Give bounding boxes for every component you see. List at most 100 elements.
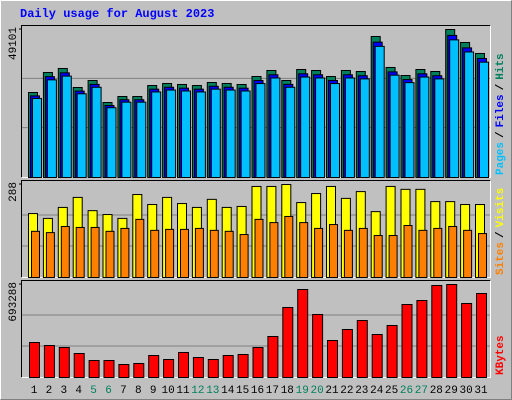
bar: [194, 227, 204, 279]
y-tick-label: 693288: [8, 282, 20, 322]
bar: [239, 234, 249, 278]
bar: [136, 101, 147, 178]
y-tick-label: 288: [8, 182, 20, 202]
bar: [240, 90, 251, 178]
bar: [209, 229, 219, 279]
bar: [433, 227, 443, 279]
legend-separator: /: [495, 231, 507, 238]
x-tick-label: 30: [459, 385, 472, 397]
bar: [270, 77, 281, 178]
x-tick-label: 10: [161, 385, 174, 397]
plot-bevel: [21, 280, 491, 378]
bar: [267, 335, 279, 379]
x-tick-label: 9: [150, 385, 157, 397]
legend: Pages / Files / Hits: [495, 53, 507, 175]
bar: [135, 218, 145, 278]
bar: [297, 289, 309, 379]
bar: [374, 45, 385, 178]
bar: [314, 227, 324, 279]
bar: [181, 90, 191, 178]
bar: [58, 346, 70, 379]
x-tick-label: 28: [430, 385, 443, 397]
plot-bevel: [21, 25, 491, 178]
bar: [386, 324, 398, 379]
x-tick-label: 21: [325, 385, 339, 397]
bar: [210, 88, 221, 178]
bar: [269, 222, 279, 279]
bar: [45, 232, 55, 278]
bar: [478, 233, 487, 278]
bar: [73, 353, 85, 378]
x-tick-label: 4: [75, 385, 82, 397]
legend: Sites / Visits: [495, 188, 507, 275]
legend-separator: /: [495, 83, 507, 90]
x-tick-label: 13: [206, 385, 219, 397]
bar: [120, 227, 130, 279]
x-tick-label: 24: [370, 385, 384, 397]
bar: [43, 344, 55, 378]
bar: [479, 61, 489, 179]
legend-entry: KBytes: [495, 335, 507, 375]
bar: [312, 313, 324, 379]
bar: [121, 101, 132, 178]
bar: [448, 225, 458, 279]
x-tick-label: 23: [355, 385, 368, 397]
plot-bevel: [21, 280, 491, 378]
bar: [207, 358, 219, 378]
x-tick-label: 17: [266, 385, 279, 397]
x-tick-label: 5: [90, 385, 97, 397]
legend-separator: /: [495, 131, 507, 138]
plot-bevel: [21, 180, 491, 278]
bar: [32, 97, 42, 178]
bar: [252, 346, 264, 379]
bar: [255, 83, 266, 178]
bar: [105, 230, 115, 279]
x-tick-label: 18: [281, 385, 294, 397]
bar: [31, 230, 40, 279]
bar: [404, 82, 415, 178]
bar: [165, 228, 175, 279]
bar: [446, 284, 458, 378]
bar: [90, 226, 100, 279]
bar: [91, 86, 102, 178]
x-tick-label: 11: [176, 385, 190, 397]
bar: [476, 292, 487, 379]
bar: [75, 226, 85, 279]
x-tick-label: 29: [445, 385, 458, 397]
bar: [29, 342, 40, 378]
bar: [76, 93, 87, 178]
x-tick-label: 15: [236, 385, 249, 397]
bar: [461, 302, 473, 379]
bar: [195, 91, 206, 178]
bar: [434, 78, 445, 178]
bar: [463, 229, 473, 279]
bar: [359, 78, 370, 178]
bar: [356, 320, 368, 378]
bar: [178, 351, 189, 378]
x-tick-label: 16: [251, 385, 264, 397]
x-tick-label: 19: [296, 385, 309, 397]
bar: [300, 76, 311, 178]
bar: [103, 360, 115, 378]
x-tick-label: 31: [474, 385, 488, 397]
bar: [343, 229, 353, 279]
legend-entry: Files: [495, 94, 507, 127]
bar: [464, 51, 475, 178]
bar: [330, 83, 340, 178]
bar: [88, 360, 100, 378]
bar: [106, 107, 117, 178]
x-tick-label: 6: [105, 385, 112, 397]
x-tick-label: 20: [310, 385, 323, 397]
x-tick-label: 12: [191, 385, 204, 397]
legend-entry: Pages: [495, 142, 507, 175]
x-tick-label: 8: [135, 385, 142, 397]
bar: [180, 228, 189, 279]
bar: [237, 353, 249, 379]
bar: [358, 227, 368, 279]
bar: [371, 333, 383, 378]
bar: [118, 364, 130, 378]
bar: [61, 75, 72, 178]
bar: [284, 215, 294, 278]
